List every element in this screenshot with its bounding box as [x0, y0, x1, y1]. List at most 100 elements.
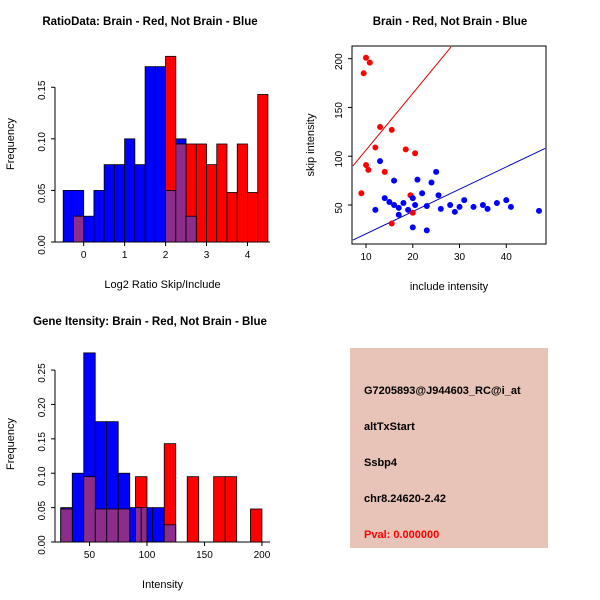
- data-point-not-brain: [409, 224, 416, 231]
- axes: [348, 45, 547, 248]
- data-point-not-brain: [435, 192, 442, 199]
- data-point-not-brain: [391, 177, 398, 184]
- data-point-not-brain: [414, 176, 421, 183]
- hist-bar-not-brain: [113, 164, 126, 243]
- data-point-not-brain: [412, 201, 419, 208]
- not-brain-fit-line: [352, 147, 546, 241]
- data-point-not-brain: [419, 190, 426, 197]
- data-point-brain: [388, 126, 395, 133]
- data-point-brain: [388, 220, 395, 227]
- y-axis-title: Frequency: [5, 418, 17, 470]
- data-point-not-brain: [381, 195, 388, 202]
- x-axis-title: include intensity: [410, 281, 489, 293]
- data-point-not-brain: [535, 207, 542, 214]
- hist-bar-brain: [224, 476, 238, 543]
- data-point-not-brain: [507, 203, 514, 210]
- data-point-not-brain: [377, 158, 384, 165]
- event-type-text: altTxStart: [364, 421, 415, 433]
- data-point-not-brain: [405, 206, 412, 213]
- y-tick-label: 0.10: [37, 466, 48, 486]
- data-point-not-brain: [423, 227, 430, 234]
- hist-bar-brain: [186, 476, 200, 543]
- y-tick-label: 150: [334, 102, 345, 119]
- y-tick-label: 0.00: [37, 535, 48, 555]
- data-point-brain: [363, 54, 370, 61]
- x-tick-label: 200: [254, 550, 271, 561]
- hist-bar-overlap: [185, 215, 197, 243]
- plot-box: [351, 45, 547, 245]
- data-point-brain: [358, 190, 365, 197]
- x-tick-label: 20: [407, 252, 419, 263]
- pval-text: Pval: 0.000000: [364, 529, 440, 541]
- data-point-not-brain: [447, 201, 454, 208]
- y-axis-title: skip intensity: [305, 113, 317, 176]
- hist-bar-brain: [247, 192, 259, 243]
- data-point-not-brain: [456, 203, 463, 210]
- hist-bar-brain: [206, 164, 218, 243]
- hist-bar-brain: [257, 94, 269, 243]
- x-axis-title: Log2 Ratio Skip/Include: [104, 279, 220, 291]
- hist-bar-overlap: [140, 507, 148, 543]
- intensity-scatter-panel: Brain - Red, Not Brain - Blue 10 20 30 40 50 1…: [300, 0, 600, 300]
- gene-symbol-text: Ssbp4: [364, 457, 398, 469]
- x-tick-label: 2: [163, 250, 169, 261]
- hist-bar-overlap: [60, 508, 73, 543]
- data-point-not-brain: [372, 206, 379, 213]
- chart-title: Brain - Red, Not Brain - Blue: [373, 16, 528, 28]
- points-not-brain: [372, 158, 542, 234]
- ratio-histogram-panel: RatioData: Brain - Red, Not Brain - Blue…: [0, 0, 300, 300]
- hist-bar-overlap: [163, 524, 177, 543]
- x-tick-label: 4: [245, 250, 251, 261]
- data-point-not-brain: [423, 202, 430, 209]
- y-axis-title: Frequency: [5, 118, 17, 170]
- y-tick-label: 100: [334, 150, 345, 167]
- histogram-bars: [60, 352, 263, 543]
- x-tick-label: 100: [139, 550, 156, 561]
- hist-bar-not-brain: [154, 66, 166, 243]
- data-point-brain: [381, 168, 388, 175]
- hist-bar-not-brain: [134, 164, 146, 243]
- x-tick-label: 10: [360, 252, 372, 263]
- data-point-brain: [366, 59, 373, 66]
- hist-bar-brain: [216, 143, 228, 243]
- hist-bar-not-brain: [103, 164, 115, 243]
- y-tick-label: 200: [334, 53, 345, 70]
- y-tick-label: 0.05: [37, 500, 48, 520]
- gene-info-panel: G7205893@J944603_RC@i_at altTxStart Ssbp…: [300, 300, 600, 600]
- hist-bar-not-brain: [93, 190, 105, 243]
- probe-id-text: G7205893@J944603_RC@i_at: [364, 385, 521, 397]
- data-point-brain: [409, 209, 416, 216]
- data-point-not-brain: [409, 195, 416, 202]
- hist-bar-brain: [236, 143, 248, 243]
- hist-bar-not-brain: [83, 215, 95, 243]
- hist-bar-not-brain: [152, 507, 165, 543]
- histogram-bars: [62, 55, 269, 243]
- data-point-not-brain: [386, 199, 393, 206]
- hist-bar-not-brain: [71, 472, 85, 543]
- brain-fit-line: [352, 46, 452, 167]
- gene-intensity-histogram-chart: Gene Itensity: Brain - Red, Not Brain - …: [5, 316, 271, 591]
- chart-title: RatioData: Brain - Red, Not Brain - Blue: [42, 16, 257, 28]
- data-point-brain: [372, 144, 379, 151]
- data-point-not-brain: [391, 201, 398, 208]
- data-point-brain: [365, 166, 372, 173]
- x-tick-label: 0: [81, 250, 87, 261]
- gene-info-box: G7205893@J944603_RC@i_at altTxStart Ssbp…: [350, 348, 548, 548]
- hist-bar-overlap: [94, 508, 108, 543]
- x-tick-label: 3: [204, 250, 210, 261]
- data-point-brain: [377, 123, 384, 130]
- hist-bar-not-brain: [144, 66, 156, 243]
- hist-bar-overlap: [135, 507, 142, 543]
- hist-bar-overlap: [175, 143, 187, 243]
- x-axis-title: Intensity: [142, 579, 183, 591]
- data-point-not-brain: [503, 197, 510, 204]
- hist-bar-not-brain: [62, 190, 74, 243]
- hist-bar-not-brain: [124, 138, 136, 243]
- gene-intensity-histogram-panel: Gene Itensity: Brain - Red, Not Brain - …: [0, 300, 300, 600]
- intensity-scatter-chart: Brain - Red, Not Brain - Blue 10 20 30 40 50 1…: [305, 16, 547, 293]
- data-point-not-brain: [395, 211, 402, 218]
- y-tick-label: 0.15: [37, 432, 48, 452]
- hist-bar-overlap: [165, 190, 177, 243]
- ratio-histogram-chart: RatioData: Brain - Red, Not Brain - Blue…: [5, 16, 270, 291]
